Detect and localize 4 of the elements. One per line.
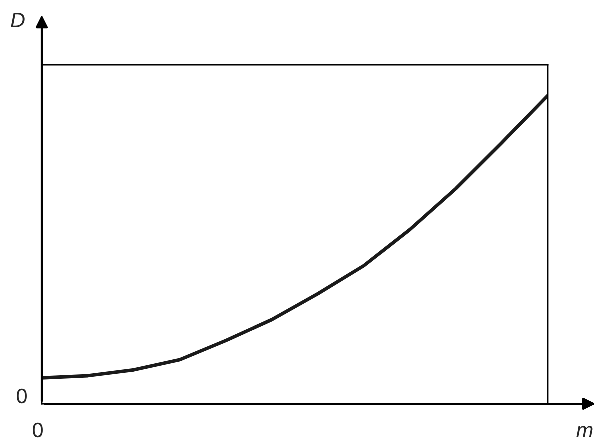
text: 0 [33,422,43,438]
x-axis-title: m [576,426,593,438]
y-axis-title: D [11,13,25,28]
text: 0 [17,388,27,404]
